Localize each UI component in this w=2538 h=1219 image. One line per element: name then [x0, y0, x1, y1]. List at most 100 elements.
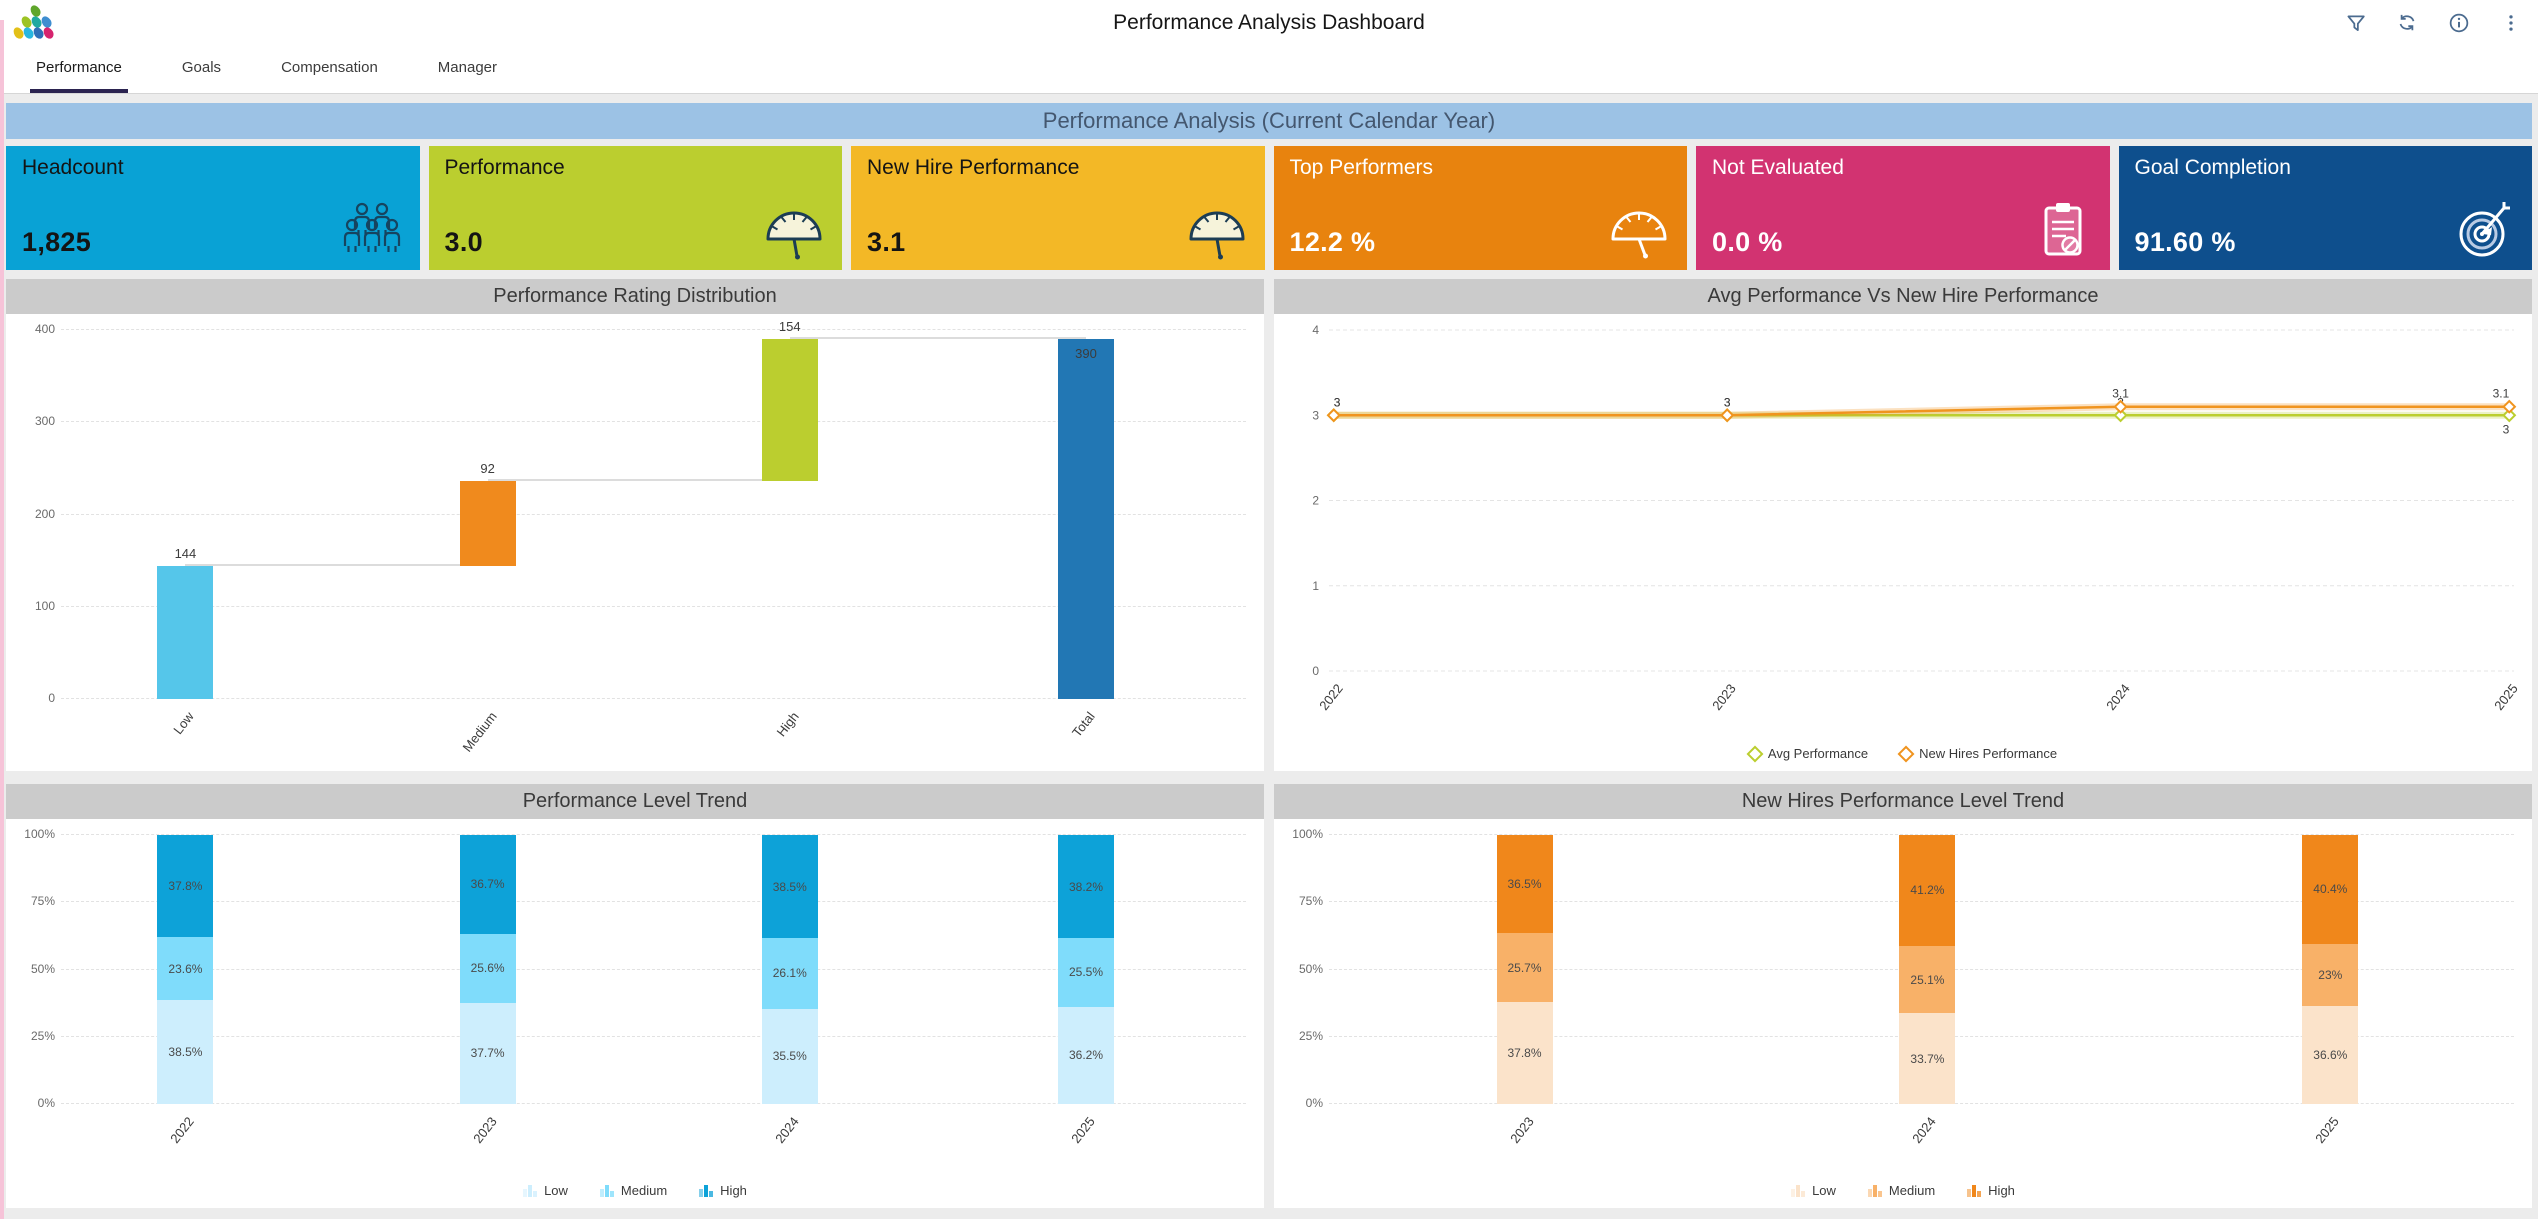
x-axis-label: Medium	[459, 709, 500, 755]
stacked-bar-segment[interactable]	[1899, 945, 1956, 1014]
x-axis-label: 2022	[167, 1114, 198, 1147]
waterfall-connector	[185, 564, 488, 567]
stacked-bar-segment[interactable]	[157, 1000, 214, 1104]
kpi-card-goal-completion[interactable]: Goal Completion 91.60 %	[2118, 146, 2532, 270]
segment-value-label: 37.8%	[168, 879, 203, 894]
kpi-value: 3.1	[867, 227, 906, 257]
legend-item[interactable]: Low	[1791, 1183, 1836, 1198]
tab-compensation[interactable]: Compensation	[275, 46, 384, 93]
stacked-bar-segment[interactable]	[1899, 835, 1956, 946]
segment-value-label: 25.5%	[1069, 965, 1104, 980]
stacked-bar-segment[interactable]	[1058, 1006, 1115, 1104]
chart-legend: Low Medium High	[1274, 1183, 2532, 1198]
y-axis-tick: 100%	[24, 827, 55, 841]
kpi-label: Top Performers	[1289, 156, 1434, 179]
data-point-marker[interactable]	[2113, 408, 2128, 423]
stacked-plot-area: 0% 25% 50% 75% 100% 38.5% 23.6% 37.8% 2022 37.7% 2…	[24, 827, 1246, 1146]
y-axis-tick: 200	[34, 506, 55, 521]
top-bar: Performance Analysis Dashboard	[0, 0, 2538, 46]
data-point-marker[interactable]	[2502, 408, 2517, 423]
waterfall-bar[interactable]	[157, 566, 214, 699]
data-point-marker[interactable]	[1326, 408, 1341, 423]
refresh-icon[interactable]	[2396, 12, 2418, 34]
panel-avg-vs-new-hire-performance: Avg Performance Vs New Hire Performance …	[1274, 279, 2532, 771]
kpi-card-headcount[interactable]: Headcount 1,825	[6, 146, 420, 270]
y-axis-tick: 0%	[37, 1096, 55, 1110]
segment-value-label: 23.6%	[168, 961, 203, 976]
stacked-bar-segment[interactable]	[459, 933, 516, 1003]
segment-value-label: 36.7%	[470, 877, 505, 892]
target-icon	[2459, 202, 2510, 257]
tab-performance[interactable]: Performance	[30, 46, 128, 93]
more-icon[interactable]	[2500, 12, 2522, 34]
stacked-plot-area: 0% 25% 50% 75% 100% 37.8% 25.7% 36.5% 2023 33.7% 2…	[1292, 827, 2514, 1146]
y-axis-tick: 4	[1312, 323, 1319, 337]
kpi-card-not-evaluated[interactable]: Not Evaluated 0.0 %	[1696, 146, 2110, 270]
stacked-bar-segment[interactable]	[2302, 835, 2359, 944]
legend-item[interactable]: High	[699, 1183, 747, 1198]
bar-value-label: 154	[778, 319, 801, 335]
waterfall-connector	[487, 479, 790, 482]
kpi-label: Not Evaluated	[1712, 156, 1844, 179]
legend-item[interactable]: Avg Performance	[1746, 745, 1868, 762]
legend-item[interactable]: Low	[523, 1183, 568, 1198]
waterfall-bar[interactable]	[1058, 339, 1115, 699]
stacked-bar-segment[interactable]	[761, 1008, 818, 1104]
stacked-bar-segment[interactable]	[1496, 835, 1553, 934]
stacked-bar-segment[interactable]	[459, 835, 516, 934]
tab-manager[interactable]: Manager	[432, 46, 503, 93]
waterfall-bar[interactable]	[761, 339, 818, 482]
window-edge-strip	[0, 20, 4, 1219]
stacked-bar-segment[interactable]	[1058, 938, 1115, 1007]
kpi-card-new-hire-performance[interactable]: New Hire Performance 3.1	[851, 146, 1265, 270]
kpi-value: 1,825	[22, 227, 92, 257]
section-banner: Performance Analysis (Current Calendar Y…	[6, 103, 2532, 139]
y-axis-tick: 75%	[1298, 894, 1323, 909]
stacked-bar-segment[interactable]	[157, 835, 214, 937]
gridline: 100	[35, 599, 1246, 613]
stacked-bar-segment[interactable]	[157, 936, 214, 1001]
kpi-card-performance[interactable]: Performance 3.0	[428, 146, 842, 270]
stacked-bar-segment[interactable]	[2302, 943, 2359, 1006]
segment-value-label: 36.2%	[1069, 1048, 1104, 1063]
y-axis-tick: 50%	[30, 961, 55, 976]
segment-value-label: 38.2%	[1069, 879, 1104, 894]
info-icon[interactable]	[2448, 12, 2470, 34]
waterfall-bar[interactable]	[459, 481, 516, 567]
gauge-icon	[766, 211, 822, 260]
gauge-icon	[1611, 211, 1667, 259]
gridline: 0%	[38, 1096, 1246, 1110]
legend-item[interactable]: Medium	[599, 1183, 667, 1198]
stacked-bar-segment[interactable]	[1496, 933, 1553, 1003]
gridline: 75%	[31, 894, 1246, 908]
stacked-bar-segment[interactable]	[459, 1002, 516, 1104]
stacked-bar-segment[interactable]	[2302, 1005, 2359, 1104]
kpi-label: Headcount	[22, 156, 124, 179]
data-point-marker[interactable]	[2113, 399, 2128, 414]
gauge-icon	[1189, 211, 1244, 260]
stacked-bar-segment[interactable]	[1496, 1002, 1553, 1104]
filter-icon[interactable]	[2344, 12, 2366, 34]
stacked-bar-segment[interactable]	[761, 834, 818, 939]
tab-label: Goals	[181, 59, 222, 76]
gridline: 25%	[31, 1029, 1246, 1043]
y-axis-tick: 100%	[1292, 827, 1323, 841]
gridline: 400	[35, 322, 1246, 336]
segment-value-label: 35.5%	[772, 1049, 807, 1064]
stacked-bar-segment[interactable]	[1899, 1013, 1956, 1104]
data-point-marker[interactable]	[1720, 408, 1735, 423]
data-point-marker[interactable]	[2502, 399, 2517, 414]
legend-item[interactable]: High	[1967, 1183, 2015, 1198]
tab-goals[interactable]: Goals	[176, 46, 227, 93]
legend-item[interactable]: Medium	[1867, 1183, 1935, 1198]
x-axis-label: 2025	[1068, 1114, 1098, 1147]
stacked-bar-segment[interactable]	[1058, 835, 1115, 939]
y-axis-tick: 75%	[30, 894, 55, 909]
x-axis-label: 2023	[469, 1114, 500, 1147]
legend-item[interactable]: New Hires Performance	[1897, 745, 2057, 762]
stacked-bar-segment[interactable]	[761, 938, 818, 1009]
kpi-card-top-performers[interactable]: Top Performers 12.2 %	[1273, 146, 1687, 270]
line-chart-canvas: 012343333333.13.1	[1312, 323, 2517, 678]
y-axis-tick: 25%	[30, 1028, 55, 1043]
line-series[interactable]	[1333, 405, 2510, 417]
